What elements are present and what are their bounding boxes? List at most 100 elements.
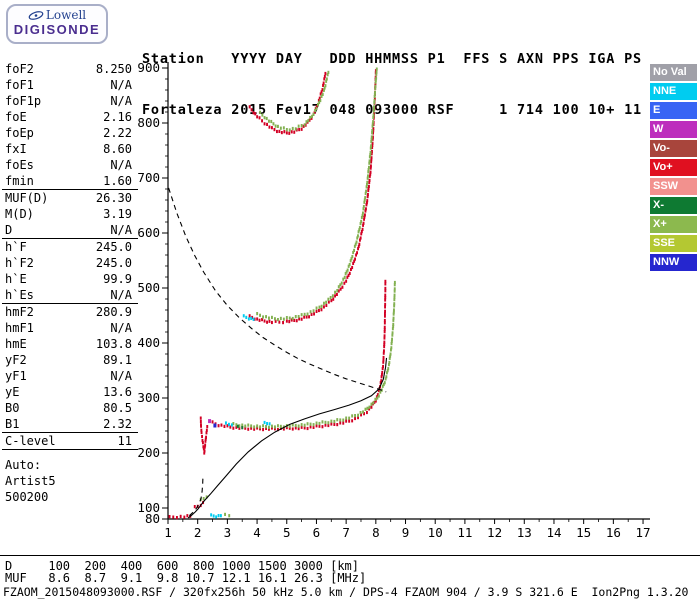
direction-legend: No Val NNE E W Vo- Vo+ SSW X- X+ SSE NNW [650, 64, 697, 273]
param-row-hF: h`F 245.0 [2, 239, 138, 255]
param-value: 245.0 [95, 240, 132, 254]
param-label: foF2 [5, 62, 34, 76]
param-label: M(D) [5, 207, 34, 221]
param-row-foF1: foF1 N/A [2, 77, 138, 93]
param-row-foEs: foEs N/A [2, 157, 138, 173]
param-value: N/A [110, 158, 132, 172]
param-group: C-level 11 [2, 433, 138, 450]
param-label: foEs [5, 158, 34, 172]
logo-lowell-text: Lowell [45, 8, 87, 22]
param-label: hmE [5, 337, 27, 351]
svg-text:8: 8 [372, 525, 380, 540]
parameter-panel: foF2 8.250 foF1 N/A foF1p N/A foE 2.16 foEp 2.22 f… [2, 61, 138, 505]
param-label: fmin [5, 174, 34, 188]
svg-text:200: 200 [137, 445, 160, 460]
svg-text:100: 100 [137, 500, 160, 515]
param-row-MD: M(D) 3.19 [2, 206, 138, 222]
trace-bottom-nne-cyan [210, 513, 222, 519]
param-row-hmE: hmE 103.8 [2, 336, 138, 352]
distance-row: D 100 200 400 600 800 1000 1500 3000 [km… [5, 559, 360, 573]
legend-item-vo-: Vo- [650, 140, 697, 157]
legend-item-x-: X+ [650, 216, 697, 233]
trace-spread-f-left-cluster [199, 416, 209, 455]
trace-e-valley-profile-dashed [189, 474, 204, 517]
param-row-hmF2: hmF2 280.9 [2, 304, 138, 320]
param-row-Clevel: C-level 11 [2, 433, 138, 449]
param-row-foE: foE 2.16 [2, 109, 138, 125]
param-value: 11 [117, 434, 132, 448]
svg-text:13: 13 [517, 525, 532, 540]
param-value: N/A [110, 78, 132, 92]
param-value: N/A [110, 288, 132, 302]
param-value: 103.8 [95, 337, 132, 351]
x-axis-ticks-labels: 1 2 3 4 5 6 7 8 9 10 11 12 13 14 15 16 17 [164, 519, 651, 540]
param-value: 280.9 [95, 305, 132, 319]
svg-text:600: 600 [137, 225, 160, 240]
svg-text:500: 500 [137, 280, 160, 295]
digisonde-logo: Lowell DIGISONDE [6, 4, 108, 44]
param-footer-line: Auto: [5, 458, 42, 472]
logo-lowell: Lowell [8, 8, 106, 22]
trace-muf-transmission-curve [168, 187, 387, 393]
svg-text:14: 14 [546, 525, 561, 540]
trace-speck-w [208, 419, 212, 424]
param-value: 2.32 [103, 417, 132, 431]
param-value: 8.250 [95, 62, 132, 76]
trace-bottom-x-green [224, 512, 231, 518]
svg-text:9: 9 [402, 525, 410, 540]
header-line-1: Station YYYY DAY DDD HHMMSS P1 FFS S AXN… [142, 51, 642, 67]
svg-text:11: 11 [457, 525, 472, 540]
svg-text:7: 7 [342, 525, 350, 540]
file-info-line: FZAOM_2015048093000.RSF / 320fx256h 50 k… [3, 585, 689, 599]
logo-digisonde-text: DIGISONDE [13, 22, 101, 37]
legend-item-e: E [650, 102, 697, 119]
param-label: yF1 [5, 369, 27, 383]
param-footer-line: Artist5 [5, 474, 56, 488]
param-row-hmF1: hmF1 N/A [2, 320, 138, 336]
legend-item-x-: X- [650, 197, 697, 214]
legend-item-nne: NNE [650, 83, 697, 100]
param-row-foEp: foEp 2.22 [2, 125, 138, 141]
trace-f-trace-x-mode [232, 280, 396, 429]
param-value: 80.5 [103, 401, 132, 415]
legend-item-vo-: Vo+ [650, 159, 697, 176]
param-value: 2.22 [103, 126, 132, 140]
trace-true-height-profile [187, 357, 388, 519]
param-footer-line: 500200 [5, 490, 49, 504]
header-line-2: Fortaleza 2015 Fev17 048 093000 RSF 1 71… [142, 102, 642, 118]
param-row-hE: h`E 99.9 [2, 271, 138, 287]
param-label: D [5, 223, 13, 237]
param-row-hF2: h`F2 245.0 [2, 255, 138, 271]
param-value: N/A [110, 223, 132, 237]
param-value: 13.6 [103, 385, 132, 399]
muf-row: MUF 8.6 8.7 9.1 9.8 10.7 12.1 16.1 26.3 … [5, 571, 367, 585]
param-row-yE: yE 13.6 [2, 384, 138, 400]
svg-text:12: 12 [487, 525, 502, 540]
trace-es-trace-red [193, 500, 205, 509]
param-label: C-level [5, 434, 56, 448]
svg-text:700: 700 [137, 170, 160, 185]
param-label: B1 [5, 417, 20, 431]
param-group: foF2 8.250 foF1 N/A foF1p N/A foE 2.16 foEp 2.22 f… [2, 61, 138, 190]
param-label: foE [5, 110, 27, 124]
param-label: yE [5, 385, 20, 399]
param-label: fxI [5, 142, 27, 156]
param-row-yF2: yF2 89.1 [2, 352, 138, 368]
param-group: MUF(D) 26.30 M(D) 3.19 D N/A [2, 190, 138, 239]
trace-es-trace-green [199, 495, 208, 502]
svg-text:300: 300 [137, 390, 160, 405]
param-label: foEp [5, 126, 34, 140]
trace-bottom-e-red [168, 514, 192, 520]
param-value: 245.0 [95, 256, 132, 270]
trace-f-trace-nne-2 [263, 420, 271, 426]
param-label: MUF(D) [5, 191, 49, 205]
param-row-B0: B0 80.5 [2, 400, 138, 416]
param-row-fxI: fxI 8.60 [2, 141, 138, 157]
svg-text:80: 80 [145, 511, 160, 526]
footer-divider [0, 555, 700, 556]
param-group: hmF2 280.9 hmF1 N/A hmE 103.8 yF2 89.1 yF1 N/A yE 1… [2, 304, 138, 433]
legend-item-w: W [650, 121, 697, 138]
param-value: N/A [110, 94, 132, 108]
svg-text:1: 1 [164, 525, 172, 540]
